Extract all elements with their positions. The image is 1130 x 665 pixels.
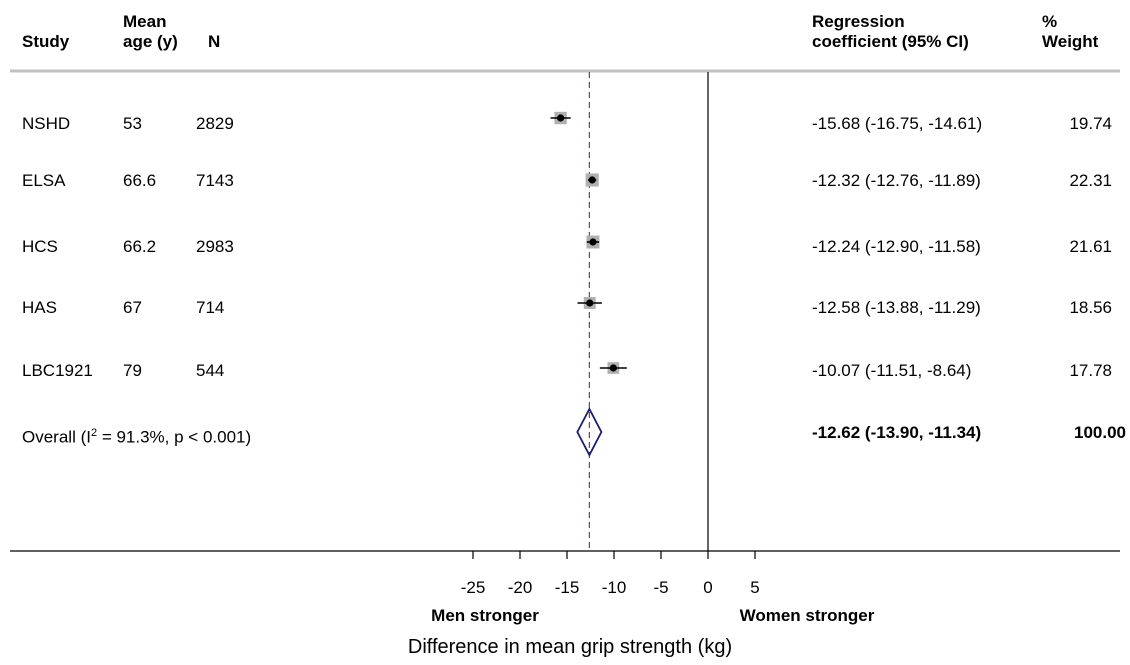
header-mean-age-line1: Mean xyxy=(123,12,167,31)
overall-label-pre: Overall (I xyxy=(22,427,91,447)
overall-diamond xyxy=(576,407,603,457)
row-ci-has: -12.58 (-13.88, -11.29) xyxy=(812,298,981,317)
x-tick-label-0: -25 xyxy=(461,578,486,597)
x-tick-label-4: -5 xyxy=(653,578,668,597)
overall-ci: -12.62 (-13.90, -11.34) xyxy=(812,423,982,442)
row-n-hcs: 2983 xyxy=(196,237,234,256)
overall-weight: 100.00 xyxy=(1074,423,1126,442)
row-n-elsa: 7143 xyxy=(196,171,234,190)
x-tick-label-6: 5 xyxy=(750,578,759,597)
x-tick-label-2: -15 xyxy=(555,578,580,597)
header-weight-line2: Weight xyxy=(1042,32,1099,51)
row-ci-hcs: -12.24 (-12.90, -11.58) xyxy=(812,237,981,256)
forest-marks xyxy=(550,72,709,551)
point-estimate-lbc1921 xyxy=(609,364,617,372)
header-n: N xyxy=(208,32,221,51)
point-estimate-has xyxy=(586,299,594,307)
row-study-nshd: NSHD xyxy=(22,114,71,133)
x-tick-label-5: 0 xyxy=(703,578,712,597)
x-tick-label-1: -20 xyxy=(508,578,533,597)
row-age-elsa: 66.6 xyxy=(123,171,157,190)
row-study-elsa: ELSA xyxy=(22,171,66,190)
header-coef-line2: coefficient (95% CI) xyxy=(812,32,969,51)
row-study-hcs: HCS xyxy=(22,237,58,256)
row-study-lbc1921: LBC1921 xyxy=(22,361,93,380)
row-n-nshd: 2829 xyxy=(196,114,234,133)
row-ci-nshd: -15.68 (-16.75, -14.61) xyxy=(812,114,983,133)
row-age-nshd: 53 xyxy=(123,114,142,133)
point-estimate-nshd xyxy=(557,114,565,122)
header-weight-line1: % xyxy=(1042,12,1058,31)
header-coef-line1: Regression xyxy=(812,12,905,31)
row-age-has: 67 xyxy=(123,298,142,317)
overall-label: Overall (I2 = 91.3%, p < 0.001) xyxy=(22,423,251,448)
header-mean-age-line2: age (y) xyxy=(123,32,178,51)
row-weight-lbc1921: 17.78 xyxy=(1069,361,1112,380)
row-ci-lbc1921: -10.07 (-11.51, -8.64) xyxy=(812,361,972,380)
overall-label-post: = 91.3%, p < 0.001) xyxy=(97,427,252,447)
overall-label-sup: 2 xyxy=(90,427,98,439)
x-tick-label-3: -10 xyxy=(602,578,627,597)
row-n-lbc1921: 544 xyxy=(196,361,225,380)
point-estimate-hcs xyxy=(589,238,597,246)
x-axis-ticks: -25 -20 -15 -10 -5 0 5 xyxy=(461,551,760,597)
row-n-has: 714 xyxy=(196,298,225,317)
point-estimate-elsa xyxy=(588,176,596,184)
row-weight-has: 18.56 xyxy=(1069,298,1112,317)
row-weight-elsa: 22.31 xyxy=(1069,171,1112,190)
row-weight-hcs: 21.61 xyxy=(1069,237,1112,256)
row-age-lbc1921: 79 xyxy=(123,361,142,380)
row-age-hcs: 66.2 xyxy=(123,237,157,256)
row-study-has: HAS xyxy=(22,298,57,317)
row-ci-elsa: -12.32 (-12.76, -11.89) xyxy=(812,171,981,190)
row-weight-nshd: 19.74 xyxy=(1069,114,1112,133)
men-stronger-label: Men stronger xyxy=(431,606,539,625)
header-study: Study xyxy=(22,32,70,51)
women-stronger-label: Women stronger xyxy=(739,606,875,625)
x-axis-title: Difference in mean grip strength (kg) xyxy=(407,636,733,658)
